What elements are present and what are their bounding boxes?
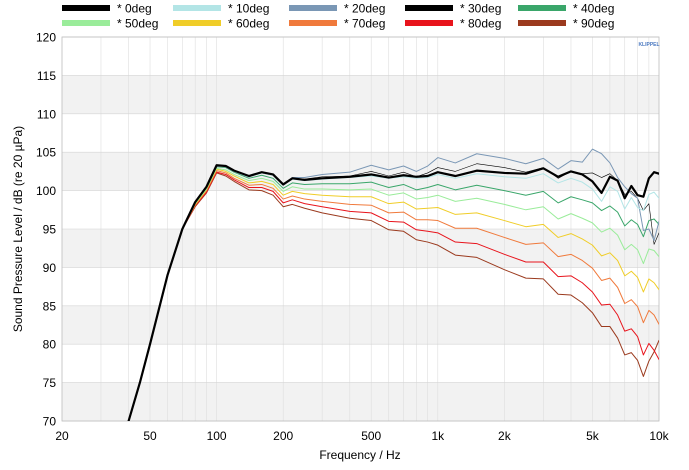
plot-frame [61, 36, 660, 422]
y-tick-label: 105 [36, 146, 56, 160]
x-tick-label: 20 [55, 429, 69, 443]
legend-label: * 60deg [228, 17, 269, 31]
x-axis-label: Frequency / Hz [319, 448, 400, 462]
legend-label: * 50deg [117, 17, 158, 31]
legend-label: * 70deg [344, 17, 385, 31]
legend-swatch [289, 20, 337, 26]
grid-band [62, 152, 659, 191]
series-line-8 [128, 170, 659, 421]
y-tick-label: 80 [43, 338, 57, 352]
legend-swatch [173, 5, 221, 11]
grid-band [62, 305, 659, 345]
legend-label: * 10deg [228, 2, 269, 16]
legend-swatch [405, 20, 453, 26]
legend-swatch [405, 5, 453, 11]
legend-swatch [62, 20, 110, 26]
y-tick-label: 95 [43, 223, 57, 237]
legend-label: * 80deg [460, 17, 501, 31]
series-line-6 [128, 167, 659, 421]
y-tick-label: 85 [43, 299, 57, 313]
x-tick-label: 200 [273, 429, 293, 443]
grid-band [62, 382, 659, 421]
legend-swatch [62, 5, 110, 11]
y-tick-label: 90 [43, 261, 57, 275]
x-tick-label: 5k [586, 429, 600, 443]
legend: * 0deg * 10deg * 20deg * 30deg * 40deg * 50de… [62, 2, 614, 31]
grid-band [62, 229, 659, 268]
y-tick-label: 115 [37, 69, 56, 83]
x-tick-label: 50 [143, 429, 157, 443]
legend-label: * 0deg [117, 2, 152, 16]
x-tick-label: 500 [361, 429, 381, 443]
plot-bands [62, 75, 659, 421]
y-tick-labels: 70 75 80 85 90 95 100 105 110 115 120 [36, 31, 56, 429]
legend-swatch [518, 20, 566, 26]
y-axis-label: Sound Pressure Level / dB (re 20 µPa) [11, 126, 25, 332]
x-tick-label: 100 [207, 429, 227, 443]
legend-swatch [289, 5, 337, 11]
legend-swatch [518, 5, 566, 11]
series-layer [127, 148, 659, 421]
grid-band [62, 75, 659, 114]
y-tick-label: 70 [43, 415, 57, 429]
y-tick-label: 110 [37, 107, 56, 121]
legend-label: * 40deg [573, 2, 614, 16]
grid-lines [62, 36, 659, 422]
y-tick-label: 120 [36, 31, 56, 45]
klippel-logo: KLIPPEL [638, 42, 659, 48]
y-tick-label: 75 [43, 376, 57, 390]
x-tick-label: 10k [649, 429, 669, 443]
series-line-9 [128, 171, 659, 421]
legend-label: * 20deg [344, 2, 385, 16]
legend-label: * 30deg [460, 2, 501, 16]
legend-label: * 90deg [573, 17, 614, 31]
y-tick-label: 100 [36, 184, 56, 198]
legend-swatch [173, 20, 221, 26]
x-tick-label: 1k [431, 429, 445, 443]
x-tick-label: 2k [498, 429, 512, 443]
x-tick-labels: 20 50 100 200 500 1k 2k 5k 10k [55, 429, 669, 443]
series-line-1 [127, 164, 659, 421]
